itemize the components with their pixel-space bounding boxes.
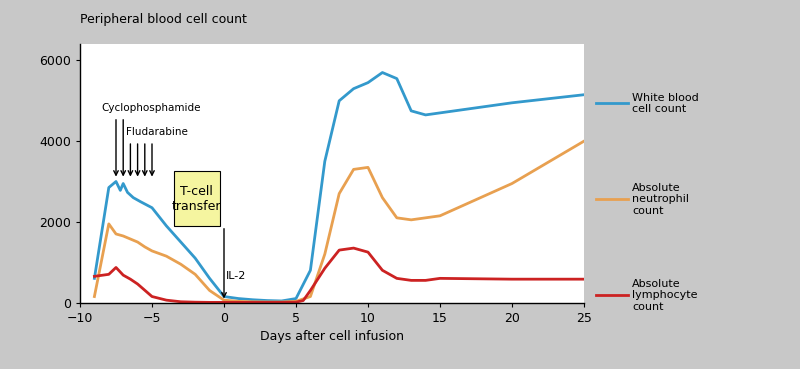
- Text: Absolute
lymphocyte
count: Absolute lymphocyte count: [632, 279, 698, 312]
- Text: Absolute
neutrophil
count: Absolute neutrophil count: [632, 183, 689, 216]
- Text: Fludarabine: Fludarabine: [126, 127, 188, 137]
- Text: T-cell
transfer: T-cell transfer: [172, 184, 222, 213]
- Text: Peripheral blood cell count: Peripheral blood cell count: [80, 13, 247, 26]
- Text: Cyclophosphamide: Cyclophosphamide: [102, 103, 201, 113]
- Text: White blood
cell count: White blood cell count: [632, 93, 698, 114]
- X-axis label: Days after cell infusion: Days after cell infusion: [260, 330, 404, 343]
- FancyBboxPatch shape: [174, 172, 220, 226]
- Text: IL-2: IL-2: [226, 271, 246, 281]
